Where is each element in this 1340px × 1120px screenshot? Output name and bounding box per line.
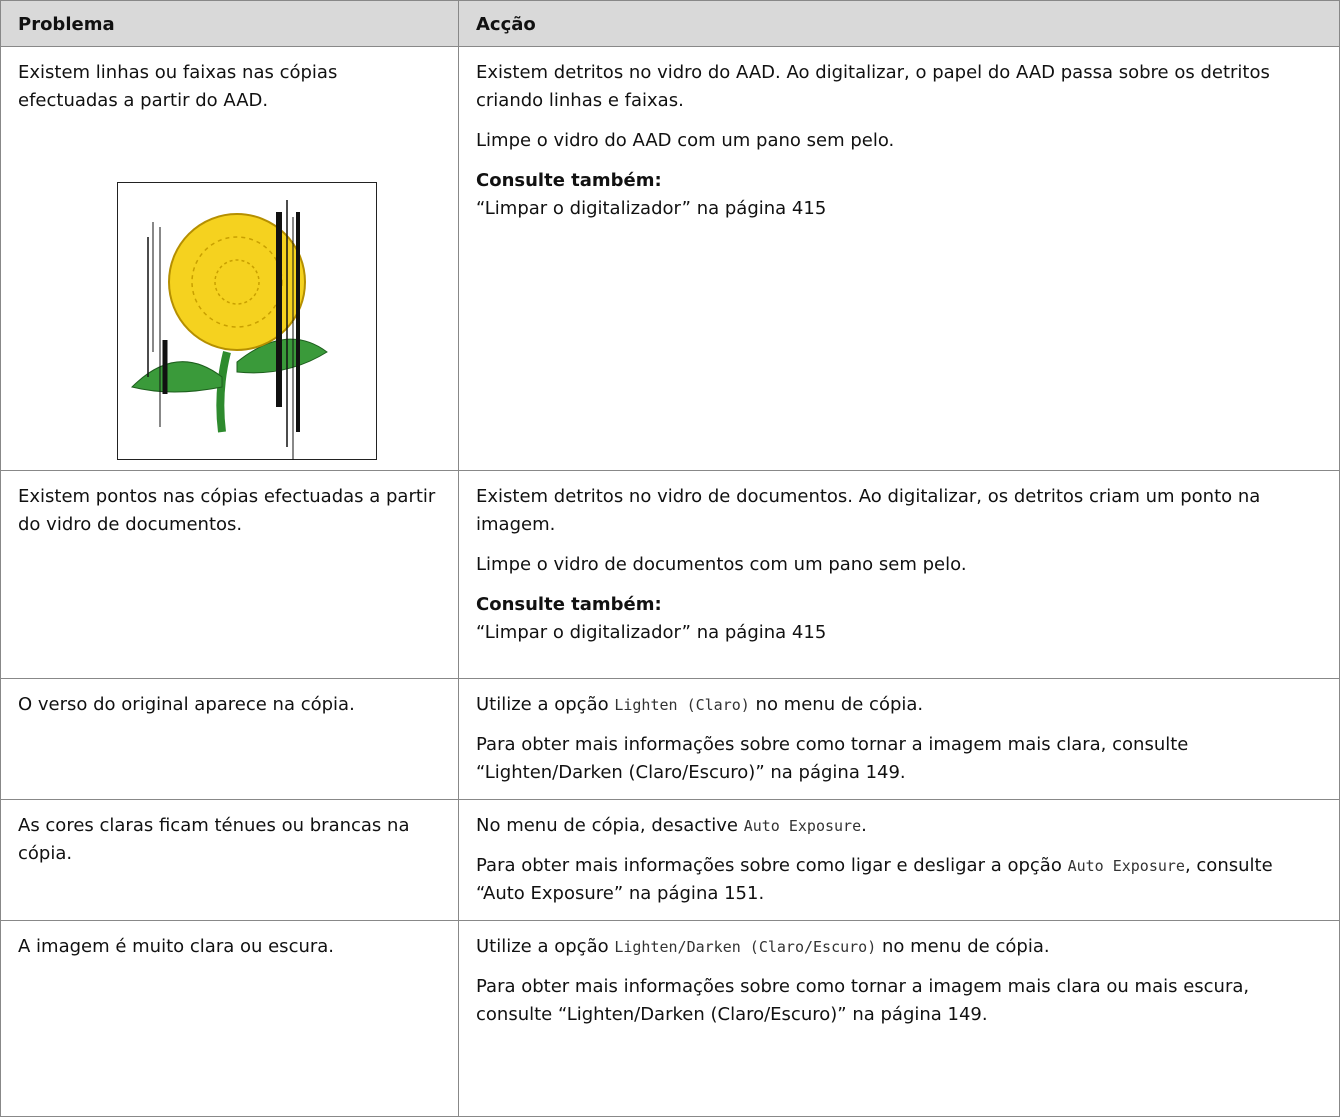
header-row: Problema Acção: [0, 0, 1340, 47]
action-cell: Utilize a opção Lighten (Claro) no menu …: [458, 678, 1340, 800]
paragraph: Consulte também: “Limpar o digitalizador”…: [476, 167, 1322, 223]
text-run: Para obter mais informações sobre como l…: [476, 855, 1068, 876]
problem-cell: O verso do original aparece na cópia.: [0, 678, 459, 800]
problem-cell: A imagem é muito clara ou escura.: [0, 920, 459, 1117]
see-also-label: Consulte também:: [476, 594, 662, 615]
paragraph: Para obter mais informações sobre como l…: [476, 852, 1322, 908]
table-row: O verso do original aparece na cópia. Uti…: [0, 678, 1340, 800]
cross-reference: “Limpar o digitalizador” na página 415: [476, 198, 827, 219]
problem-cell: As cores claras ficam ténues ou brancas …: [0, 799, 459, 921]
text-run: Para obter mais informações sobre como t…: [476, 976, 1250, 1025]
table-row: As cores claras ficam ténues ou brancas …: [0, 799, 1340, 921]
problem-cell: Existem pontos nas cópias efectuadas a p…: [0, 470, 459, 679]
menu-item: Lighten/Darken (Claro/Escuro): [614, 938, 877, 956]
header-cell: Acção: [458, 0, 1340, 47]
text-run: , consulte “Auto Exposure” na página 151…: [476, 855, 1273, 904]
text-run: .: [861, 815, 867, 836]
header-cell: Problema: [0, 0, 459, 47]
paragraph: Para obter mais informações sobre como t…: [476, 973, 1322, 1029]
text-run: Existem detritos no vidro de documentos.…: [476, 486, 1261, 535]
action-cell: Existem detritos no vidro do AAD. Ao dig…: [458, 46, 1340, 471]
paragraph: Utilize a opção Lighten/Darken (Claro/Es…: [476, 933, 1322, 961]
paragraph: No menu de cópia, desactive Auto Exposur…: [476, 812, 1322, 840]
text-run: Existem detritos no vidro do AAD. Ao dig…: [476, 62, 1270, 111]
paragraph: Existem detritos no vidro de documentos.…: [476, 483, 1322, 539]
menu-item: Auto Exposure: [1067, 857, 1185, 875]
menu-item: Auto Exposure: [743, 817, 862, 835]
action-cell: Existem detritos no vidro de documentos.…: [458, 470, 1340, 679]
paragraph: Para obter mais informações sobre como t…: [476, 731, 1322, 787]
paragraph: Existem detritos no vidro do AAD. Ao dig…: [476, 59, 1322, 115]
menu-item: Lighten (Claro): [614, 696, 750, 714]
action-cell: Utilize a opção Lighten/Darken (Claro/Es…: [458, 920, 1340, 1117]
text-run: Para obter mais informações sobre como t…: [476, 734, 1189, 783]
paragraph: Limpe o vidro de documentos com um pano …: [476, 551, 1322, 579]
text-run: Limpe o vidro do AAD com um pano sem pel…: [476, 130, 895, 151]
paragraph: Consulte também: “Limpar o digitalizador”…: [476, 591, 1322, 647]
see-also-label: Consulte também:: [476, 170, 662, 191]
table-row: A imagem é muito clara ou escura. Utilize…: [0, 920, 1340, 1117]
text-run: Utilize a opção: [476, 936, 615, 957]
action-cell: No menu de cópia, desactive Auto Exposur…: [458, 799, 1340, 921]
illustration: [117, 182, 377, 460]
text-run: Utilize a opção: [476, 694, 615, 715]
text-run: no menu de cópia.: [749, 694, 924, 715]
text-run: Limpe o vidro de documentos com um pano …: [476, 554, 967, 575]
text-run: no menu de cópia.: [876, 936, 1050, 957]
cross-reference: “Limpar o digitalizador” na página 415: [476, 622, 827, 643]
paragraph: Limpe o vidro do AAD com um pano sem pel…: [476, 127, 1322, 155]
text-run: No menu de cópia, desactive: [476, 815, 744, 836]
table-row: Existem pontos nas cópias efectuadas a p…: [0, 470, 1340, 679]
paragraph: Utilize a opção Lighten (Claro) no menu …: [476, 691, 1322, 719]
table-body: Existem linhas ou faixas nas cópias efec…: [0, 46, 1340, 1117]
